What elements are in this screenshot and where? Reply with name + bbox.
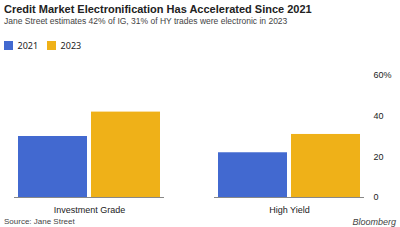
svg-text:High Yield: High Yield <box>269 204 310 214</box>
svg-text:60%: 60% <box>374 70 392 80</box>
html-text:Jane Street estimates 42% of I: Jane Street estimates 42% of IG, 31% of … <box>4 16 288 26</box>
html-text:Source: Jane Street: Source: Jane Street <box>4 216 75 226</box>
html-text:2021: 2021 <box>17 39 39 52</box>
svg-text:0: 0 <box>374 192 379 202</box>
html-text:2023: 2023 <box>60 39 82 52</box>
html-text:Credit Market Electronificatio: Credit Market Electronification Has Acce… <box>4 3 312 15</box>
svg-text:20: 20 <box>374 151 384 161</box>
svg-text:40: 40 <box>374 111 384 121</box>
html-text:Bloomberg: Bloomberg <box>352 216 396 227</box>
svg-text:Investment Grade: Investment Grade <box>54 204 126 214</box>
